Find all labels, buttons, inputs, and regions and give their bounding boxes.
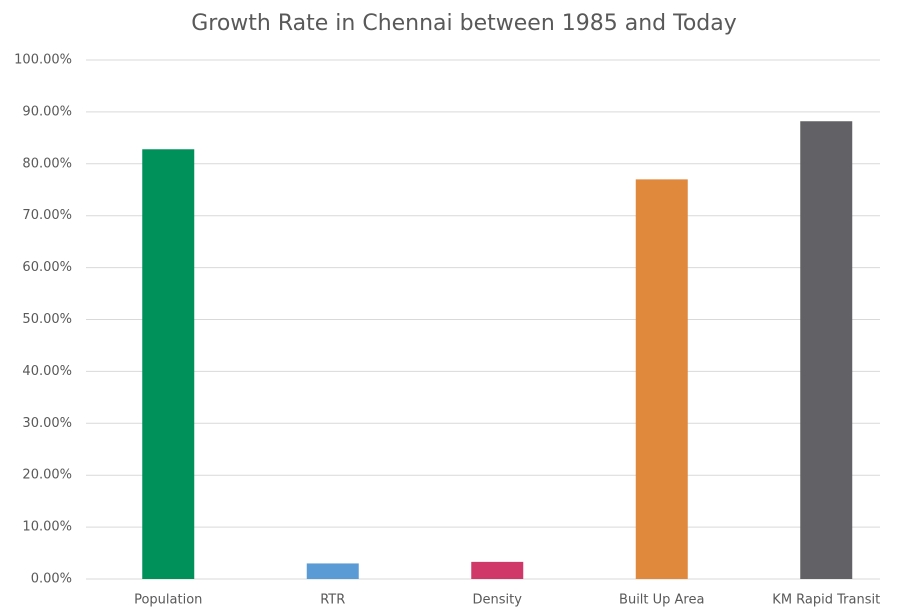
x-tick-label: KM Rapid Transit [772,593,880,608]
bar [800,121,853,579]
x-tick-label: Density [473,593,523,608]
x-tick-label: RTR [320,593,345,608]
chart-title: Growth Rate in Chennai between 1985 and … [191,11,737,36]
y-tick-label: 0.00% [31,572,72,587]
y-tick-label: 30.00% [22,416,72,431]
y-tick-label: 10.00% [22,520,72,535]
bar [142,149,195,579]
y-tick-label: 90.00% [22,104,72,119]
bar [471,561,524,579]
x-tick-label: Built Up Area [619,593,704,608]
y-tick-label: 40.00% [22,364,72,379]
y-tick-label: 50.00% [22,312,72,327]
y-tick-label: 20.00% [22,468,72,483]
x-tick-label: Population [134,593,202,608]
y-tick-label: 100.00% [14,53,72,68]
bar [635,179,688,579]
y-tick-label: 60.00% [22,260,72,275]
bar [306,563,359,579]
y-tick-label: 80.00% [22,156,72,171]
y-tick-label: 70.00% [22,208,72,223]
